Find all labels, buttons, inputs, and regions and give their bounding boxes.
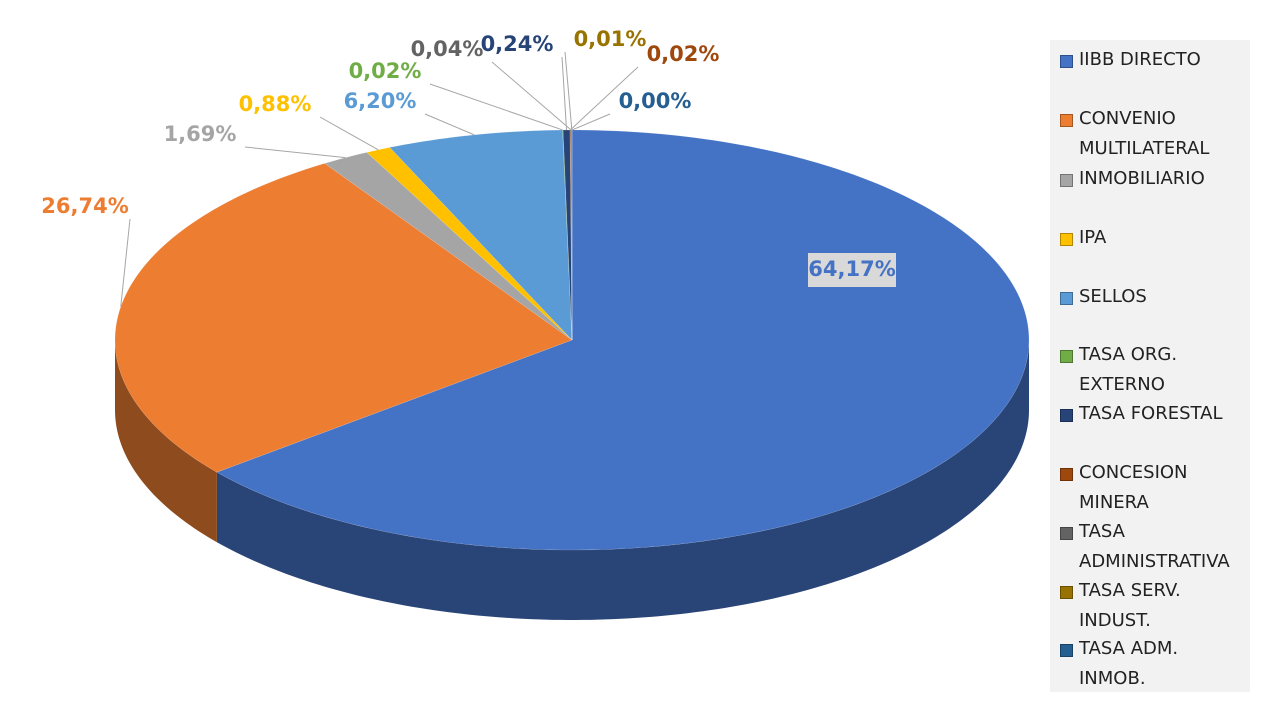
slice-side bbox=[115, 340, 217, 543]
legend-swatch bbox=[1060, 174, 1073, 187]
leader-line bbox=[120, 218, 131, 307]
data-label: 6,20% bbox=[344, 89, 417, 113]
legend-label: INMOBILIARIO bbox=[1079, 168, 1205, 189]
legend-label: IIBB DIRECTO bbox=[1079, 49, 1201, 70]
leader-line bbox=[571, 113, 611, 131]
slice bbox=[324, 152, 573, 341]
legend-item: TASA FORESTAL bbox=[1060, 399, 1248, 429]
legend-swatch bbox=[1060, 527, 1073, 540]
legend: IIBB DIRECTO CONVENIO MULTILATERAL INMOBIL… bbox=[1050, 40, 1250, 692]
legend-swatch bbox=[1060, 55, 1073, 68]
data-label: 0,24% bbox=[481, 32, 554, 56]
legend-swatch bbox=[1060, 468, 1073, 481]
leader-line bbox=[569, 66, 639, 131]
legend-swatch bbox=[1060, 114, 1073, 127]
data-label: 0,01% bbox=[574, 27, 647, 51]
leader-line bbox=[244, 146, 346, 159]
legend-swatch bbox=[1060, 292, 1073, 305]
leader-line bbox=[561, 56, 568, 131]
legend-label: TASA ADMINISTRATIVA bbox=[1079, 521, 1230, 572]
legend-swatch bbox=[1060, 586, 1073, 599]
data-label: 0,04% bbox=[411, 37, 484, 61]
legend-swatch bbox=[1060, 350, 1073, 363]
leader-line bbox=[564, 51, 573, 131]
legend-item: SELLOS bbox=[1060, 282, 1248, 312]
legend-item: TASA ORG. EXTERNO bbox=[1060, 340, 1248, 400]
leader-line bbox=[319, 116, 379, 151]
data-label: 0,88% bbox=[239, 92, 312, 116]
data-label: 1,69% bbox=[164, 122, 237, 146]
legend-label: TASA ADM. INMOB. bbox=[1079, 638, 1179, 689]
legend-label: TASA ORG. EXTERNO bbox=[1079, 344, 1178, 395]
legend-item: IPA bbox=[1060, 223, 1248, 253]
slice bbox=[366, 147, 573, 341]
data-label: 26,74% bbox=[41, 194, 128, 218]
legend-item: IIBB DIRECTO bbox=[1060, 45, 1248, 75]
legend-label: CONCESION MINERA bbox=[1079, 462, 1188, 513]
legend-item: TASA ADM. INMOB. bbox=[1060, 634, 1248, 694]
label-box bbox=[808, 253, 896, 287]
data-label: 0,02% bbox=[647, 42, 720, 66]
leader-line bbox=[429, 83, 563, 131]
slice-side bbox=[216, 340, 1029, 620]
chart: 64,17%26,74%1,69%0,88% 6,20%0,02%0,24% 0,0… bbox=[41, 27, 1030, 620]
data-label: 0,00% bbox=[619, 89, 692, 113]
slice bbox=[562, 129, 573, 341]
legend-item: CONVENIO MULTILATERAL bbox=[1060, 104, 1248, 164]
slice bbox=[216, 129, 1030, 551]
legend-swatch bbox=[1060, 409, 1073, 422]
leader-line bbox=[424, 113, 475, 136]
legend-label: TASA SERV. INDUST. bbox=[1079, 580, 1181, 631]
legend-label: TASA FORESTAL bbox=[1079, 403, 1223, 424]
legend-swatch bbox=[1060, 644, 1073, 657]
legend-item: TASA SERV. INDUST. bbox=[1060, 576, 1248, 636]
slice bbox=[389, 129, 573, 341]
legend-label: CONVENIO MULTILATERAL bbox=[1079, 108, 1210, 159]
data-label: 0,02% bbox=[349, 59, 422, 83]
legend-label: IPA bbox=[1079, 227, 1107, 248]
legend-item: CONCESION MINERA bbox=[1060, 458, 1248, 518]
legend-item: INMOBILIARIO bbox=[1060, 164, 1248, 194]
legend-label: SELLOS bbox=[1079, 286, 1147, 307]
legend-item: TASA ADMINISTRATIVA bbox=[1060, 517, 1248, 577]
legend-swatch bbox=[1060, 233, 1073, 246]
data-label: 64,17% bbox=[808, 257, 895, 281]
leader-line bbox=[491, 61, 572, 131]
